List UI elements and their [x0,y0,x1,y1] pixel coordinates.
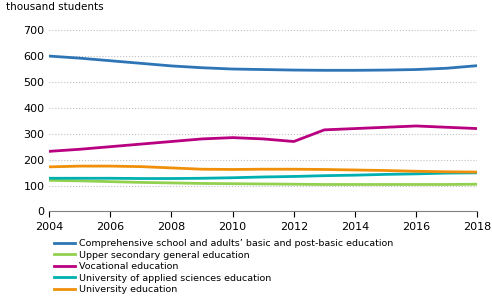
Upper secondary general education [321,183,327,186]
Vocational education [383,125,389,129]
Upper secondary general education [444,183,450,186]
Comprehensive school and adults’ basic and post-basic education [321,69,327,72]
University of applied sciences education [46,176,52,180]
University education [169,166,175,170]
Upper secondary general education [474,182,480,186]
University education [77,164,83,168]
Line: University education: University education [49,166,477,172]
Comprehensive school and adults’ basic and post-basic education [230,67,236,71]
Upper secondary general education [199,182,205,185]
University of applied sciences education [138,177,144,180]
University education [352,168,358,172]
Text: thousand students: thousand students [6,2,104,12]
University education [46,165,52,169]
University of applied sciences education [321,174,327,178]
Line: Vocational education: Vocational education [49,126,477,151]
Comprehensive school and adults’ basic and post-basic education [291,68,297,72]
University education [413,169,419,173]
Line: Upper secondary general education: Upper secondary general education [49,180,477,185]
Upper secondary general education [230,182,236,185]
Upper secondary general education [107,180,113,183]
Vocational education [352,127,358,130]
Comprehensive school and adults’ basic and post-basic education [444,66,450,70]
University of applied sciences education [230,176,236,180]
University of applied sciences education [383,172,389,176]
University of applied sciences education [107,176,113,180]
University education [291,167,297,171]
University education [474,170,480,174]
Vocational education [413,124,419,128]
University education [138,165,144,169]
Upper secondary general education [352,183,358,186]
Upper secondary general education [46,178,52,182]
Comprehensive school and adults’ basic and post-basic education [138,62,144,65]
Upper secondary general education [260,182,266,186]
University of applied sciences education [169,177,175,180]
Comprehensive school and adults’ basic and post-basic education [77,56,83,60]
Legend: Comprehensive school and adults’ basic and post-basic education, Upper secondary: Comprehensive school and adults’ basic a… [54,239,394,294]
Comprehensive school and adults’ basic and post-basic education [107,59,113,63]
Vocational education [444,125,450,129]
University education [230,168,236,171]
University of applied sciences education [352,173,358,177]
Upper secondary general education [138,181,144,184]
Comprehensive school and adults’ basic and post-basic education [46,54,52,58]
Line: Comprehensive school and adults’ basic and post-basic education: Comprehensive school and adults’ basic a… [49,56,477,70]
Comprehensive school and adults’ basic and post-basic education [169,64,175,68]
Vocational education [107,145,113,149]
University of applied sciences education [444,171,450,175]
University education [107,164,113,168]
Vocational education [321,128,327,132]
University of applied sciences education [413,172,419,176]
Comprehensive school and adults’ basic and post-basic education [413,68,419,71]
Vocational education [77,147,83,151]
Comprehensive school and adults’ basic and post-basic education [383,68,389,72]
Vocational education [474,127,480,130]
Vocational education [230,136,236,140]
Vocational education [199,137,205,141]
Comprehensive school and adults’ basic and post-basic education [199,66,205,69]
University education [383,169,389,172]
University education [260,167,266,171]
Upper secondary general education [383,183,389,186]
Vocational education [169,140,175,143]
University of applied sciences education [199,176,205,180]
Vocational education [46,149,52,153]
Upper secondary general education [291,182,297,186]
Vocational education [138,142,144,146]
Vocational education [291,140,297,143]
University of applied sciences education [260,175,266,179]
Comprehensive school and adults’ basic and post-basic education [260,68,266,71]
Vocational education [260,137,266,141]
Comprehensive school and adults’ basic and post-basic education [474,64,480,67]
Line: University of applied sciences education: University of applied sciences education [49,173,477,178]
University of applied sciences education [77,176,83,180]
University education [444,170,450,174]
Upper secondary general education [77,179,83,183]
University of applied sciences education [291,175,297,178]
University of applied sciences education [474,171,480,175]
Upper secondary general education [169,181,175,185]
Upper secondary general education [413,183,419,186]
Comprehensive school and adults’ basic and post-basic education [352,69,358,72]
University education [321,168,327,171]
University education [199,167,205,171]
